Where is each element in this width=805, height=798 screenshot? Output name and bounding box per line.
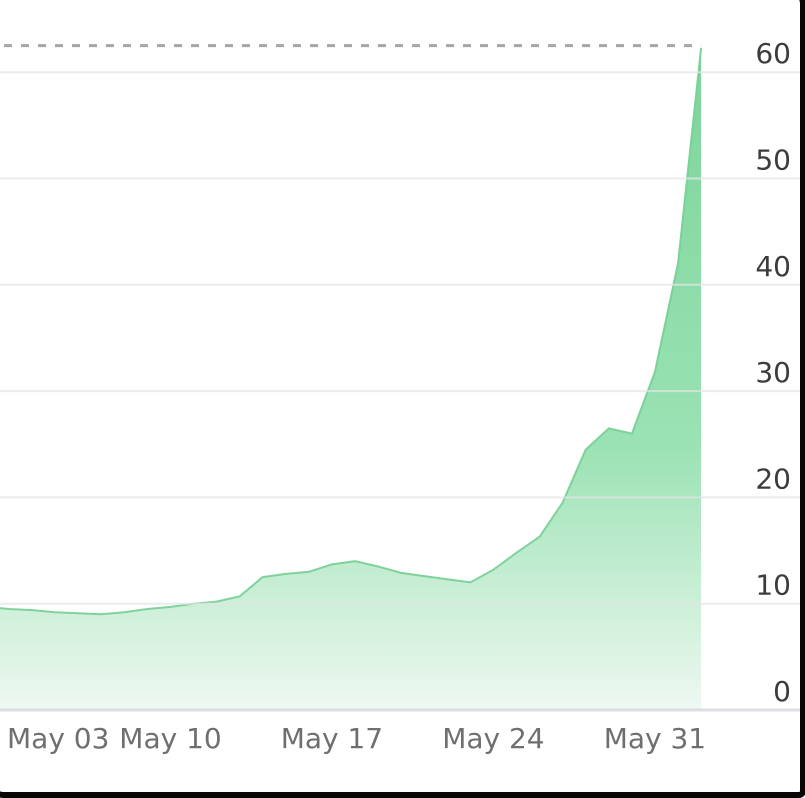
x-axis-label-may-17: May 17 [281,722,383,755]
y-axis-label-10: 10 [755,569,791,602]
x-axis-label-may-24: May 24 [442,722,544,755]
y-axis-label-0: 0 [773,675,791,708]
y-axis-label-40: 40 [755,250,791,283]
price-line [0,47,703,616]
y-axis-label-30: 30 [755,356,791,389]
x-axis-label-may-10: May 10 [119,722,221,755]
y-axis-label-20: 20 [755,462,791,495]
price-area [0,47,702,710]
x-axis-label-may-31: May 31 [604,722,706,755]
y-axis-label-60: 60 [755,37,791,70]
x-axis-label-may-03: May 03 [7,722,109,755]
y-axis-label-50: 50 [755,144,791,177]
